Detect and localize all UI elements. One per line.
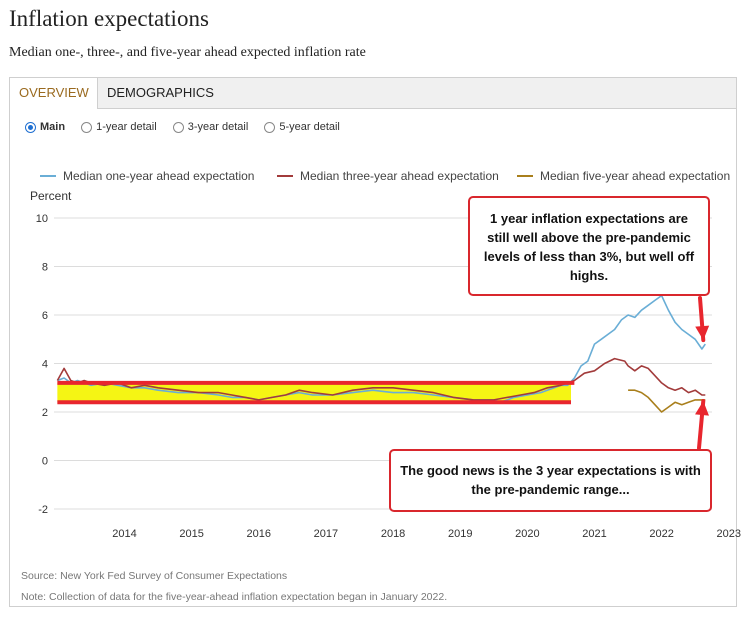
- note-text: Note: Collection of data for the five-ye…: [21, 591, 448, 603]
- view-radio-group: Main 1-year detail 3-year detail 5-year …: [25, 121, 353, 136]
- x-tick-label: 2018: [381, 528, 405, 540]
- x-tick-label: 2023: [717, 528, 741, 540]
- x-tick-label: 2021: [582, 528, 606, 540]
- x-tick-label: 2016: [247, 528, 271, 540]
- y-tick-label: 6: [42, 310, 48, 322]
- y-tick-label: 8: [42, 262, 48, 274]
- x-tick-label: 2022: [649, 528, 673, 540]
- radio-5-year-label: 5-year detail: [279, 121, 340, 133]
- legend-label-one-year: Median one-year ahead expectation: [63, 169, 255, 183]
- tab-demographics[interactable]: DEMOGRAPHICS: [107, 85, 214, 100]
- radio-3-year-detail[interactable]: 3-year detail: [172, 121, 249, 133]
- legend-swatch-one-year: [40, 175, 56, 177]
- callout-three-year: The good news is the 3 year expectations…: [389, 449, 712, 512]
- radio-main-label: Main: [40, 121, 66, 133]
- legend-label-three-year: Median three-year ahead expectation: [300, 169, 499, 183]
- legend-item-one-year[interactable]: Median one-year ahead expectation: [40, 169, 254, 183]
- x-tick-label: 2017: [314, 528, 338, 540]
- y-tick-label: -2: [38, 504, 48, 516]
- callout-one-year: 1 year inflation expectations are still …: [468, 196, 710, 296]
- radio-5-year-detail[interactable]: 5-year detail: [264, 121, 340, 133]
- arrow-to-three-year-head: [695, 401, 709, 416]
- radio-main[interactable]: Main: [25, 121, 65, 133]
- legend-item-five-year[interactable]: Median five-year ahead expectation: [517, 169, 730, 183]
- series-line-three-year: [56, 357, 706, 401]
- x-tick-label: 2015: [179, 528, 203, 540]
- y-tick-label: 0: [42, 456, 48, 468]
- y-tick-label: 2: [42, 407, 48, 419]
- tab-overview[interactable]: OVERVIEW: [10, 78, 98, 109]
- series-line-five-year: [628, 389, 706, 413]
- page-subtitle: Median one-, three-, and five-year ahead…: [9, 45, 366, 60]
- radio-unselected-icon: [264, 121, 276, 133]
- y-tick-label: 10: [36, 213, 48, 225]
- legend-swatch-three-year: [277, 175, 293, 177]
- x-tick-label: 2014: [112, 528, 136, 540]
- x-tick-label: 2019: [448, 528, 472, 540]
- chart-panel: OVERVIEW DEMOGRAPHICS Main 1-year detail…: [9, 77, 737, 607]
- radio-1-year-label: 1-year detail: [96, 121, 157, 133]
- page-title: Inflation expectations: [9, 6, 209, 31]
- arrow-to-one-year-head: [695, 325, 710, 341]
- radio-selected-icon: [25, 121, 36, 133]
- legend-swatch-five-year: [517, 175, 533, 177]
- radio-unselected-icon: [81, 121, 93, 133]
- legend-item-three-year[interactable]: Median three-year ahead expectation: [277, 169, 499, 183]
- x-tick-label: 2020: [515, 528, 539, 540]
- source-text: Source: New York Fed Survey of Consumer …: [21, 570, 288, 582]
- y-tick-label: 4: [42, 359, 48, 371]
- y-axis-title: Percent: [30, 189, 72, 203]
- radio-1-year-detail[interactable]: 1-year detail: [81, 121, 157, 133]
- radio-3-year-label: 3-year detail: [187, 121, 249, 133]
- legend-label-five-year: Median five-year ahead expectation: [540, 169, 731, 183]
- tab-bar: OVERVIEW DEMOGRAPHICS: [10, 78, 736, 109]
- radio-unselected-icon: [172, 121, 184, 133]
